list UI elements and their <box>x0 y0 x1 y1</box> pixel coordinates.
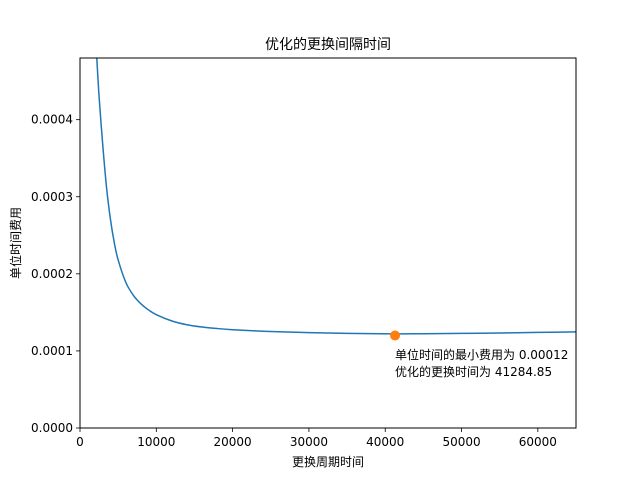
series-line-0 <box>96 58 576 335</box>
y-axis-title: 单位时间费用 <box>8 207 23 279</box>
x-tick-label: 30000 <box>290 435 328 449</box>
x-tick-label: 10000 <box>137 435 175 449</box>
plot-area <box>96 58 576 341</box>
y-tick-label: 0.0001 <box>31 344 73 358</box>
annotation-optimal-time: 优化的更换时间为 41284.85 <box>395 364 552 379</box>
y-tick-label: 0.0002 <box>31 267 73 281</box>
x-axis-title: 更换周期时间 <box>292 455 364 469</box>
x-tick-label: 60000 <box>519 435 557 449</box>
optimum-point <box>390 330 401 341</box>
y-tick-label: 0.0004 <box>31 113 73 127</box>
annotation-min-cost: 单位时间的最小费用为 0.00012 <box>395 347 568 362</box>
x-axis: 0 10000 20000 30000 40000 50000 60000 <box>76 428 557 449</box>
x-tick-label: 20000 <box>214 435 252 449</box>
y-tick-label: 0.0003 <box>31 190 73 204</box>
x-tick-label: 40000 <box>366 435 404 449</box>
plot-frame <box>79 57 577 429</box>
y-tick-label: 0.0000 <box>31 421 73 435</box>
x-tick-label: 50000 <box>442 435 480 449</box>
y-axis: 0.0000 0.0001 0.0002 0.0003 0.0004 <box>31 113 80 435</box>
x-tick-label: 0 <box>76 435 84 449</box>
chart-title: 优化的更换间隔时间 <box>265 36 391 53</box>
